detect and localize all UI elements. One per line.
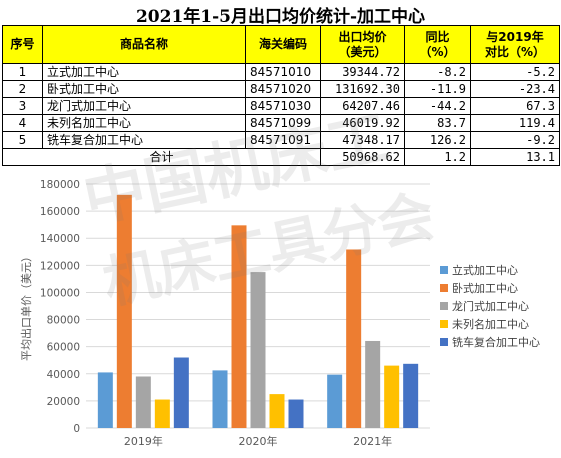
cell-code: 84571010 xyxy=(245,63,321,81)
bar xyxy=(384,365,400,428)
bar-chart: 0 20000 40000 60000 80000 100000 120000 140000 1… xyxy=(19,179,540,448)
header-yoy: 同比 （%） xyxy=(404,25,471,64)
price-table: 序号 商品名称 海关编码 出口均价 （美元） 同比 （%） 与2019年 对比（… xyxy=(2,25,560,166)
cell-yoy: 83.7 xyxy=(404,114,471,132)
table-row: 3 龙门式加工中心 84571030 64207.46 -44.2 67.3 xyxy=(2,97,560,115)
bar xyxy=(250,272,266,428)
cell-yoy: -8.2 xyxy=(404,63,471,81)
total-price: 50968.62 xyxy=(320,148,405,166)
cell-name: 立式加工中心 xyxy=(42,63,246,81)
y-tick-label: 80000 xyxy=(47,315,80,327)
cell-no: 5 xyxy=(2,131,43,149)
y-tick-label: 160000 xyxy=(40,206,80,218)
y-tick-label: 180000 xyxy=(40,179,80,191)
bar xyxy=(173,357,189,428)
cell-name: 未列名加工中心 xyxy=(42,114,246,132)
header-vs2019: 与2019年 对比（%） xyxy=(470,25,560,64)
header-code: 海关编码 xyxy=(245,25,321,64)
cell-yoy: -44.2 xyxy=(404,97,471,115)
x-tick-label: 2021年 xyxy=(353,434,392,448)
legend-swatch xyxy=(440,338,448,346)
page-title: 2021年1-5月出口均价统计-加工中心 xyxy=(135,7,426,27)
cell-vs2019: 119.4 xyxy=(470,114,560,132)
cell-vs2019: 67.3 xyxy=(470,97,560,115)
cell-code: 84571099 xyxy=(245,114,321,132)
header-no: 序号 xyxy=(2,25,43,64)
bar xyxy=(154,399,170,428)
bar xyxy=(269,394,285,428)
cell-price: 64207.46 xyxy=(320,97,405,115)
y-tick-label: 60000 xyxy=(47,342,80,354)
legend-swatch xyxy=(440,284,448,292)
cell-no: 3 xyxy=(2,97,43,115)
table-total-row: 合计 50968.62 1.2 13.1 xyxy=(2,148,560,166)
cell-code: 84571030 xyxy=(245,97,321,115)
bar xyxy=(97,372,113,428)
y-axis-label: 平均出口单价（美元） xyxy=(19,251,33,361)
y-tick-label: 20000 xyxy=(47,396,80,408)
bar xyxy=(116,194,132,428)
x-tick-label: 2019年 xyxy=(124,434,163,448)
cell-vs2019: -9.2 xyxy=(470,131,560,149)
header-name: 商品名称 xyxy=(42,25,246,64)
bar xyxy=(135,376,151,428)
cell-vs2019: -23.4 xyxy=(470,80,560,98)
cell-price: 39344.72 xyxy=(320,63,405,81)
total-yoy: 1.2 xyxy=(404,148,471,166)
header-price: 出口均价 （美元） xyxy=(320,25,405,64)
cell-name: 龙门式加工中心 xyxy=(42,97,246,115)
table-row: 5 铣车复合加工中心 84571091 47348.17 126.2 -9.2 xyxy=(2,131,560,149)
bar xyxy=(327,374,343,428)
bar xyxy=(212,370,228,428)
y-tick-label: 40000 xyxy=(47,369,80,381)
total-label: 合计 xyxy=(2,148,321,166)
legend-swatch xyxy=(440,302,448,310)
x-tick-label: 2020年 xyxy=(239,434,278,448)
cell-no: 4 xyxy=(2,114,43,132)
y-tick-label: 120000 xyxy=(40,260,80,272)
cell-code: 84571020 xyxy=(245,80,321,98)
cell-name: 卧式加工中心 xyxy=(42,80,246,98)
table-row: 2 卧式加工中心 84571020 131692.30 -11.9 -23.4 xyxy=(2,80,560,98)
cell-yoy: 126.2 xyxy=(404,131,471,149)
legend-swatch xyxy=(440,320,448,328)
y-tick-label: 140000 xyxy=(40,233,80,245)
legend-label: 铣车复合加工中心 xyxy=(452,335,540,349)
cell-price: 47348.17 xyxy=(320,131,405,149)
bar xyxy=(365,340,381,428)
bar xyxy=(346,249,362,428)
cell-price: 46019.92 xyxy=(320,114,405,132)
legend-swatch xyxy=(440,266,448,274)
bar xyxy=(231,225,247,428)
cell-code: 84571091 xyxy=(245,131,321,149)
legend-label: 立式加工中心 xyxy=(452,263,518,277)
y-tick-label: 0 xyxy=(73,423,80,435)
table-header-row: 序号 商品名称 海关编码 出口均价 （美元） 同比 （%） 与2019年 对比（… xyxy=(2,25,560,64)
cell-name: 铣车复合加工中心 xyxy=(42,131,246,149)
cell-no: 2 xyxy=(2,80,43,98)
cell-vs2019: -5.2 xyxy=(470,63,560,81)
legend-label: 龙门式加工中心 xyxy=(452,299,529,313)
table-row: 1 立式加工中心 84571010 39344.72 -8.2 -5.2 xyxy=(2,63,560,81)
cell-price: 131692.30 xyxy=(320,80,405,98)
legend-label: 卧式加工中心 xyxy=(452,282,518,295)
bar xyxy=(288,399,304,428)
y-tick-label: 100000 xyxy=(40,287,80,299)
cell-no: 1 xyxy=(2,63,43,81)
table-row: 4 未列名加工中心 84571099 46019.92 83.7 119.4 xyxy=(2,114,560,132)
bar xyxy=(403,363,419,428)
legend-label: 未列名加工中心 xyxy=(452,317,529,331)
cell-yoy: -11.9 xyxy=(404,80,471,98)
total-vs2019: 13.1 xyxy=(470,148,560,166)
